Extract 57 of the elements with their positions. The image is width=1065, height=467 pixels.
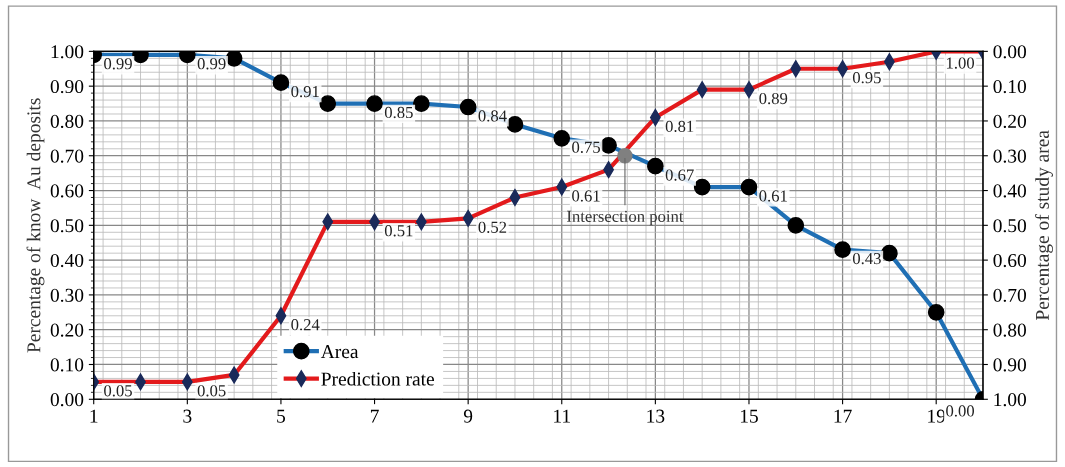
data-label: 0.00 [946, 405, 975, 417]
y2-tick-label: 1.00 [994, 393, 1026, 407]
y-tick-label: 0.30 [50, 288, 84, 302]
data-label: 0.05 [197, 385, 226, 397]
legend-label: Prediction rate [321, 371, 434, 386]
x-tick-label: 13 [647, 409, 665, 423]
y2-tick-label: 0.00 [993, 45, 1026, 59]
data-label: 0.81 [665, 120, 694, 133]
x-tick-label: 15 [740, 409, 758, 423]
data-label: 0.51 [384, 225, 413, 237]
y-tick-label: 0.50 [50, 219, 84, 233]
y2-axis-title: Percentage of study area [1035, 130, 1053, 321]
y-tick-label: 1.00 [51, 45, 84, 59]
data-label: 0.99 [104, 58, 132, 70]
data-label: 0.05 [104, 385, 132, 397]
x-tick-label: 17 [834, 409, 852, 423]
data-label: 0.43 [852, 252, 881, 265]
y-tick-label: 0.70 [50, 149, 84, 163]
y2-tick-label: 0.70 [993, 288, 1026, 302]
y2-tick-label: 0.50 [993, 219, 1026, 233]
x-tick-label: 7 [370, 409, 379, 423]
data-label: 0.61 [759, 190, 787, 202]
x-tick-label: 19 [928, 409, 946, 423]
x-tick-label: 3 [183, 409, 192, 423]
y-tick-label: 0.10 [50, 358, 84, 372]
data-label: 0.85 [384, 106, 413, 119]
legend-label: Area [320, 345, 359, 359]
y2-tick-label: 0.20 [993, 114, 1026, 128]
x-tick-label: 5 [277, 409, 286, 423]
data-label: 0.91 [291, 85, 319, 98]
data-label: 0.52 [478, 221, 507, 233]
y2-tick-label: 0.40 [993, 184, 1026, 198]
data-label: 0.84 [478, 110, 507, 122]
data-label: 0.99 [197, 58, 226, 70]
y2-tick-label: 0.80 [993, 323, 1026, 337]
data-label: 1.00 [946, 57, 975, 69]
x-tick-label: 9 [463, 409, 473, 423]
y-tick-label: 0.20 [50, 323, 84, 337]
x-tick-label: 1 [90, 409, 98, 423]
data-label: 0.67 [665, 169, 694, 181]
y-tick-label: 0.90 [50, 79, 84, 94]
y-tick-label: 0.00 [50, 393, 84, 407]
annotation: Intersection point [567, 210, 684, 226]
y2-tick-label: 0.30 [993, 149, 1026, 163]
y-tick-label: 0.60 [50, 184, 84, 198]
y2-tick-label: 0.90 [993, 358, 1026, 372]
y2-tick-label: 0.10 [993, 79, 1026, 94]
data-label: 0.89 [759, 92, 788, 105]
data-label: 0.24 [291, 319, 320, 331]
data-label: 0.75 [572, 141, 600, 153]
data-label: 0.95 [852, 72, 881, 84]
y2-tick-label: 0.60 [993, 253, 1026, 268]
y-tick-label: 0.40 [50, 253, 84, 268]
y-tick-label: 0.80 [50, 114, 84, 128]
data-label: 0.61 [572, 190, 600, 202]
y-axis-title: Percentage of know Au deposits [26, 98, 45, 353]
x-tick-label: 11 [554, 409, 570, 423]
